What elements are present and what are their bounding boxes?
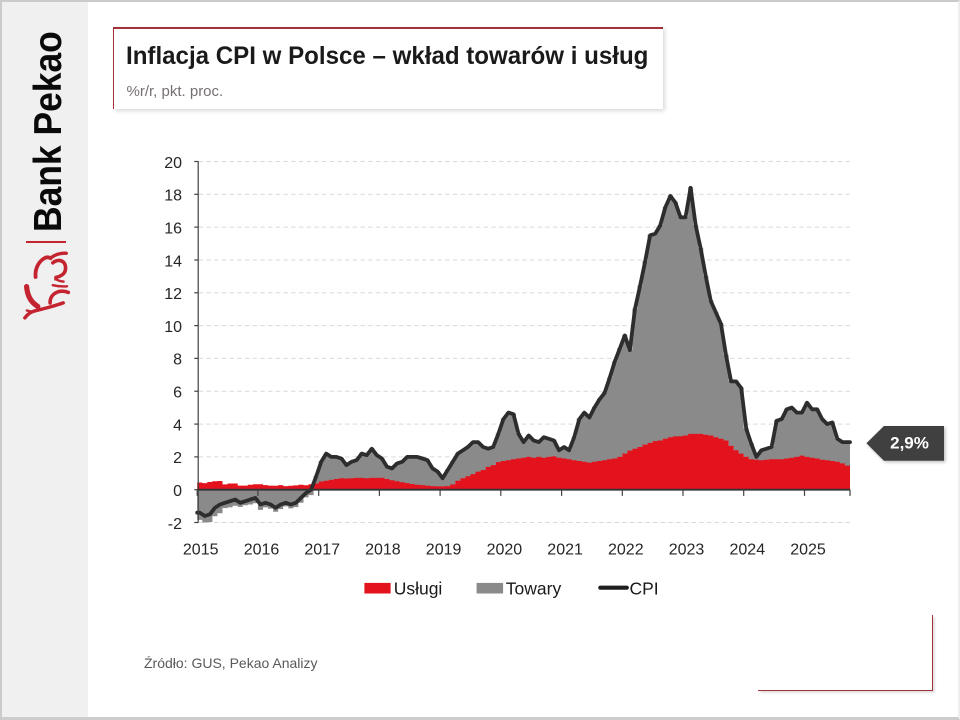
svg-text:0: 0 [173,483,182,500]
svg-text:2015: 2015 [183,542,219,559]
svg-text:2021: 2021 [547,542,583,559]
svg-text:2020: 2020 [487,542,523,559]
svg-text:Usługi: Usługi [394,579,443,599]
svg-text:14: 14 [164,253,182,270]
svg-text:2023: 2023 [669,542,705,559]
svg-text:2: 2 [173,450,182,467]
svg-text:18: 18 [164,188,182,205]
svg-text:Towary: Towary [506,579,562,599]
svg-text:16: 16 [164,220,182,237]
svg-text:12: 12 [164,286,182,303]
svg-text:-2: -2 [168,516,182,533]
svg-text:2017: 2017 [304,542,340,559]
svg-text:2,9%: 2,9% [890,434,929,453]
svg-text:2024: 2024 [730,542,766,559]
svg-text:CPI: CPI [630,579,659,599]
svg-text:20: 20 [164,155,182,172]
svg-text:2016: 2016 [244,542,280,559]
svg-text:8: 8 [173,352,182,369]
svg-text:2022: 2022 [608,542,644,559]
svg-text:2018: 2018 [365,542,401,559]
svg-text:2019: 2019 [426,542,462,559]
svg-text:10: 10 [164,319,182,336]
svg-text:4: 4 [173,417,182,434]
svg-text:2025: 2025 [790,542,826,559]
svg-text:6: 6 [173,385,182,402]
